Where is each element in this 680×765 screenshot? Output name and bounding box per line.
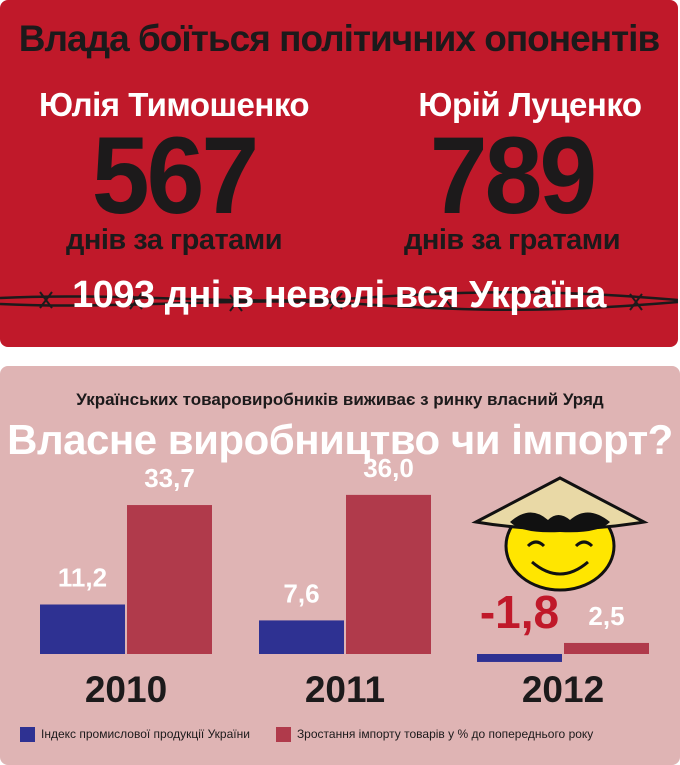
value-label-2010-series-1: 11,2 — [58, 562, 107, 592]
political-prisoners-panel: Влада боїться політичних опонентів Юлія … — [0, 0, 678, 347]
smiling-face-conical-hat-icon — [471, 476, 649, 592]
bar-2012-series-2 — [564, 642, 649, 654]
value-label-2011-series-1: 7,6 — [283, 578, 319, 608]
total-days-line: 1093 дні в неволі вся Україна — [72, 274, 606, 316]
days-count-tymoshenko: 567 — [91, 115, 260, 237]
production-vs-import-chart: Українських товаровиробників виживає з р… — [0, 366, 680, 765]
category-label-2012: 2012 — [522, 669, 604, 710]
person-name-tymoshenko: Юлія Тимошенко — [38, 86, 310, 123]
person-name-lutsenko: Юрій Луценко — [418, 86, 642, 123]
panel-title: Влада боїться політичних опонентів — [18, 18, 660, 59]
bar-2010-series-2 — [127, 505, 212, 654]
legend-label-import-growth: Зростання імпорту товарів у % до поперед… — [296, 727, 594, 741]
chart-legend: Індекс промислової продукції України Зро… — [20, 724, 619, 744]
bar-2011-series-2 — [346, 494, 431, 654]
category-label-2010: 2010 — [85, 669, 167, 710]
bar-2012-series-1 — [477, 654, 562, 662]
bar-2011-series-1 — [259, 620, 344, 654]
value-label-2011-series-2: 36,0 — [363, 453, 414, 483]
barbed-wire-icon — [0, 290, 678, 312]
legend-item-import-growth: Зростання імпорту товарів у % до поперед… — [275, 726, 594, 742]
bar-2010-series-1 — [40, 604, 125, 654]
legend-label-industrial-index: Індекс промислової продукції України — [41, 727, 250, 741]
bar-plot: 11,2 33,7 2010 7,6 36,0 2011 -1,8 2,5 2012 — [40, 453, 649, 710]
legend-swatch-red — [275, 726, 291, 742]
chart-subtitle: Українських товаровиробників виживає з р… — [76, 390, 604, 409]
value-label-2012-series-2: 2,5 — [588, 601, 624, 631]
legend-item-industrial-index: Індекс промислової продукції України — [20, 726, 250, 742]
days-label-tymoshenko: днів за гратами — [65, 224, 283, 256]
days-count-lutsenko: 789 — [429, 115, 598, 237]
category-label-2011: 2011 — [305, 669, 385, 710]
chart-title: Власне виробництво чи імпорт? — [7, 416, 673, 463]
value-label-2012-series-1: -1,8 — [480, 586, 559, 638]
value-label-2010-series-2: 33,7 — [144, 463, 195, 493]
legend-swatch-blue — [20, 726, 35, 742]
days-label-lutsenko: днів за гратами — [403, 224, 621, 256]
